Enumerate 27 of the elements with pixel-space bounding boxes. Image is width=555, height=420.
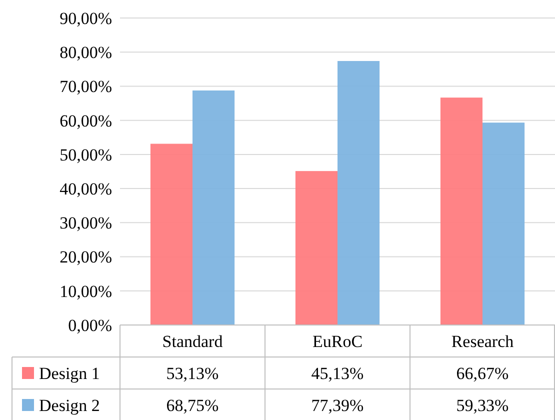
x-tick-label: EuRoC [312,332,363,351]
data-label: 53,13% [166,364,219,383]
bar [150,144,192,325]
legend-label: Design 1 [39,364,100,383]
y-tick-label: 80,00% [60,43,112,62]
y-tick-label: 10,00% [60,282,112,301]
y-tick-label: 50,00% [60,145,112,164]
y-tick-label: 90,00% [60,8,112,28]
data-label: 77,39% [311,396,364,415]
bar [192,90,235,325]
y-tick-label: 20,00% [60,248,112,267]
x-tick-label: Standard [162,332,224,351]
bar [295,171,338,325]
data-label: 59,33% [456,396,509,415]
data-label: 68,75% [166,396,219,415]
y-tick-label: 0,00% [68,316,112,335]
y-tick-label: 70,00% [60,77,112,96]
bar [482,122,525,325]
data-label: 45,13% [311,364,364,383]
bar [338,61,380,325]
x-tick-label: Research [451,332,514,351]
legend-label: Design 2 [39,396,100,415]
bar [440,98,482,325]
data-label: 66,67% [456,364,509,383]
y-tick-label: 60,00% [60,111,112,130]
y-tick-label: 40,00% [60,180,112,199]
y-tick-label: 30,00% [60,214,112,233]
